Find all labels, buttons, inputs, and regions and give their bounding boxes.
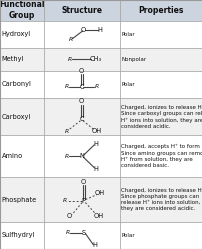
Text: R: R bbox=[94, 84, 99, 89]
Text: Polar: Polar bbox=[121, 32, 134, 37]
Bar bbox=[43, 222, 119, 249]
Text: Amino: Amino bbox=[2, 153, 23, 159]
Text: N: N bbox=[79, 153, 84, 159]
Bar bbox=[0, 177, 43, 222]
Bar bbox=[0, 48, 43, 71]
Text: R: R bbox=[67, 57, 71, 62]
Bar bbox=[43, 177, 119, 222]
Text: P: P bbox=[81, 198, 85, 204]
Text: O: O bbox=[79, 98, 84, 104]
Bar bbox=[0, 222, 43, 249]
Bar bbox=[119, 21, 202, 48]
Text: Hydroxyl: Hydroxyl bbox=[2, 31, 31, 37]
Text: R: R bbox=[64, 84, 68, 89]
Text: O: O bbox=[67, 213, 72, 219]
Text: O: O bbox=[81, 27, 86, 33]
Bar bbox=[0, 135, 43, 177]
Text: Polar: Polar bbox=[121, 82, 134, 87]
Bar bbox=[0, 98, 43, 135]
Bar bbox=[0, 21, 43, 48]
Text: O: O bbox=[81, 179, 86, 185]
Text: O: O bbox=[79, 68, 84, 74]
Text: R: R bbox=[63, 198, 67, 203]
Text: CH₃: CH₃ bbox=[89, 56, 101, 62]
Text: Sulfhydryl: Sulfhydryl bbox=[2, 233, 35, 239]
Bar bbox=[43, 71, 119, 98]
Text: OH: OH bbox=[94, 213, 103, 219]
Bar bbox=[43, 98, 119, 135]
Text: Methyl: Methyl bbox=[2, 56, 24, 62]
Bar bbox=[119, 71, 202, 98]
Text: C: C bbox=[79, 84, 84, 90]
Text: Nonpolar: Nonpolar bbox=[121, 57, 146, 62]
Text: Polar: Polar bbox=[121, 233, 134, 238]
Text: H: H bbox=[93, 141, 98, 147]
Text: OH: OH bbox=[92, 128, 101, 134]
Bar bbox=[43, 0, 119, 21]
Bar bbox=[119, 0, 202, 21]
Text: H: H bbox=[93, 166, 98, 172]
Text: Phosphate: Phosphate bbox=[2, 196, 37, 202]
Bar bbox=[119, 98, 202, 135]
Bar bbox=[119, 135, 202, 177]
Text: Structure: Structure bbox=[61, 6, 102, 15]
Text: Charged, ionizes to release H⁺.
Since carboxyl groups can release
H⁺ ions into s: Charged, ionizes to release H⁺. Since ca… bbox=[121, 105, 202, 129]
Text: R: R bbox=[64, 154, 68, 159]
Text: R: R bbox=[65, 231, 69, 236]
Bar bbox=[119, 222, 202, 249]
Text: R: R bbox=[64, 129, 68, 134]
Text: OH: OH bbox=[95, 190, 104, 196]
Text: Charged, ionizes to release H⁺.
Since phosphate groups can
release H⁺ ions into : Charged, ionizes to release H⁺. Since ph… bbox=[121, 187, 202, 211]
Bar bbox=[0, 0, 43, 21]
Bar bbox=[119, 177, 202, 222]
Bar bbox=[119, 48, 202, 71]
Bar bbox=[43, 48, 119, 71]
Text: Carbonyl: Carbonyl bbox=[2, 81, 31, 87]
Text: R: R bbox=[68, 37, 72, 42]
Text: S: S bbox=[81, 230, 85, 236]
Text: Properties: Properties bbox=[138, 6, 183, 15]
Text: Functional
Group: Functional Group bbox=[0, 0, 44, 20]
Bar bbox=[0, 71, 43, 98]
Text: H: H bbox=[97, 27, 102, 33]
Text: C: C bbox=[79, 116, 84, 122]
Text: Charged, accepts H⁺ to form NH₃⁺.
Since amino groups can remove
H⁺ from solution: Charged, accepts H⁺ to form NH₃⁺. Since … bbox=[121, 144, 202, 168]
Bar bbox=[43, 135, 119, 177]
Text: Carboxyl: Carboxyl bbox=[2, 114, 31, 120]
Text: H: H bbox=[92, 243, 97, 249]
Bar bbox=[43, 21, 119, 48]
